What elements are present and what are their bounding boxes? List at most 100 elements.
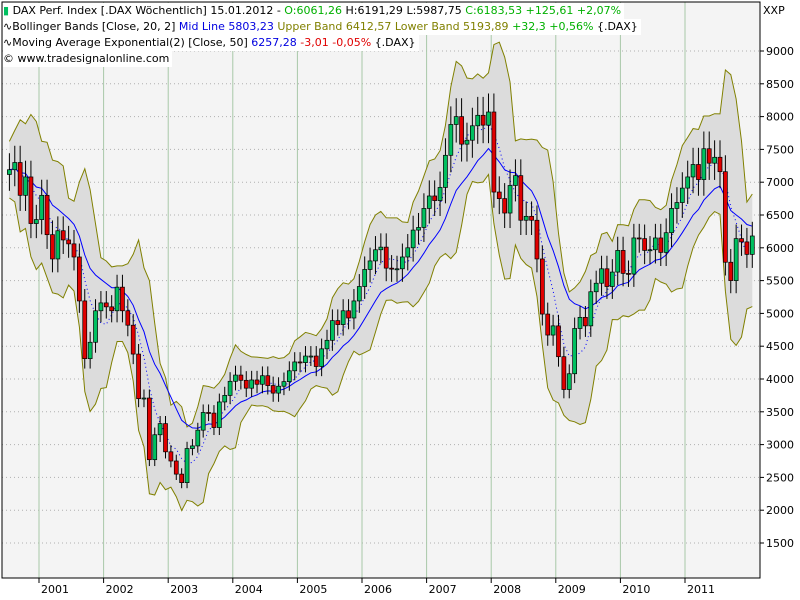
candle-body [669,208,674,234]
candle-body [292,361,298,372]
candle-body [179,473,185,483]
candle-body [28,176,34,224]
candle-body [12,162,18,171]
candle-body [620,250,626,274]
candle-body [297,361,303,364]
candle-body [550,325,556,336]
candle-body [206,412,211,414]
candle-body [152,434,158,461]
candle-body [7,169,12,175]
candle-body [496,191,502,199]
candle-body [389,267,394,270]
legend-open: O:6061,26 [284,4,342,17]
bollinger-band-fill [9,42,753,511]
candle-body [71,243,77,258]
candle-body [604,268,610,287]
bollinger-upper-line [8,41,753,428]
x-tick-label: 2001 [41,583,69,596]
y-tick-label: 3000 [766,439,794,452]
bollinger-change: +32,3 [512,20,546,33]
candle-body [340,310,346,325]
candle-body [87,341,93,360]
candle-body [50,234,55,260]
candle-body [356,286,362,302]
candle-body [712,156,717,164]
legend-close: C:6183,53 [465,4,523,17]
legend-symbol: DAX Perf. Index [.DAX Wöchentlich] 15.01… [12,4,281,17]
x-tick-label: 2007 [429,583,457,596]
candle-body [330,320,335,341]
candle-body [378,246,384,251]
indicator-icon: ∿ [3,36,13,49]
x-tick-label: 2003 [170,583,198,596]
candle-body [136,353,141,400]
y-tick-label: 3500 [766,406,794,419]
candle-body [405,247,411,258]
candle-body [599,268,604,284]
candle-body [308,355,314,358]
candle-body [545,313,551,336]
candle-body [744,241,750,255]
candle-body [534,219,540,260]
candle-body [33,219,39,224]
candle-body [523,215,529,221]
candle-body [631,237,637,275]
candle-body [190,445,195,449]
y-tick-label: 4500 [766,340,794,353]
candle-body [147,397,152,461]
candle-body [98,302,104,312]
y-tick-label: 2000 [766,504,794,517]
candle-body [642,238,647,251]
y-tick-label: 6500 [766,209,794,222]
candle-body [222,395,228,403]
y-tick-label: 8500 [766,78,794,91]
candle-body [513,175,518,186]
candle-body [674,202,680,209]
candle-body [566,373,572,390]
y-tick-label: 7500 [766,143,794,156]
candle-body [480,114,486,126]
candle-body [367,260,373,270]
candle-body [216,401,222,428]
copyright: © www.tradesignalonline.com [3,52,170,65]
candle-body [173,460,179,475]
candle-body [77,256,82,302]
y-tick-label: 5000 [766,307,794,320]
candle-body [717,156,723,173]
candle-body [556,325,561,358]
candle-body [749,235,755,255]
candle-body [157,423,163,436]
candle-body [696,164,701,180]
candle-body [733,238,739,281]
legend-high: H:6191,29 [345,4,403,17]
candle-body [93,310,98,343]
candle-body [609,271,615,287]
candle-body [195,429,201,447]
y-tick-label: 9000 [766,45,794,58]
candle-body [373,249,378,262]
candle-body [184,448,190,483]
candle-body [286,370,292,382]
candle-body [141,397,147,400]
candle-body [276,385,281,394]
candle-body [82,300,88,360]
candle-body [335,320,341,325]
candle-body [303,355,308,363]
candle-body [561,356,567,390]
candle-body [421,208,427,228]
plot-border [1,1,761,579]
candle-body [437,187,443,201]
candle-body [593,282,599,293]
candle-body [351,300,357,319]
candle-body [432,195,438,201]
y-tick-label: 5500 [766,275,794,288]
candle-body [658,237,664,253]
bollinger-pct: +0,56% [549,20,594,33]
candle-body [200,412,206,431]
y-tick-label: 4000 [766,373,794,386]
candle-body [238,374,244,381]
candle-body [518,175,524,221]
axis-unit: XXP [763,4,785,17]
y-tick-label: 1500 [766,537,794,550]
